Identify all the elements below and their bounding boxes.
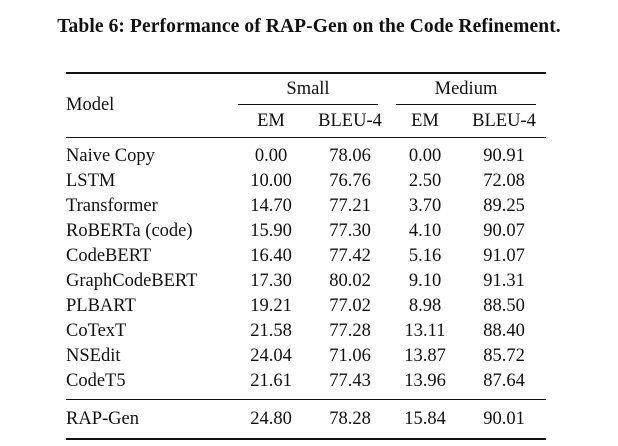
model-column-header: Model (66, 95, 115, 115)
model-name: CodeT5 (66, 371, 126, 391)
model-name: CodeBERT (66, 246, 152, 266)
value-small-bleu4: 77.30 (329, 221, 371, 241)
value-medium-bleu4: 85.72 (483, 346, 525, 366)
value-small-bleu4: 77.43 (329, 371, 371, 391)
model-name: CoTexT (66, 321, 127, 341)
value-medium-bleu4: 90.01 (483, 409, 525, 429)
value-small-bleu4: 77.42 (329, 246, 371, 266)
value-small-em: 17.30 (250, 271, 292, 291)
value-medium-em: 5.16 (408, 246, 442, 266)
table-row: GraphCodeBERT 17.30 80.02 9.10 91.31 (66, 269, 546, 294)
value-medium-bleu4: 89.25 (483, 196, 525, 216)
value-small-bleu4: 71.06 (329, 346, 371, 366)
value-medium-em: 3.70 (408, 196, 442, 216)
value-small-bleu4: 77.21 (329, 196, 371, 216)
model-name: GraphCodeBERT (66, 271, 198, 291)
group-header-medium-label: Medium (396, 74, 536, 105)
table-caption: Table 6: Performance of RAP-Gen on the C… (57, 16, 561, 37)
value-small-bleu4: 76.76 (329, 171, 371, 191)
value-small-em: 21.58 (250, 321, 292, 341)
value-medium-bleu4: 90.07 (483, 221, 525, 241)
value-small-bleu4: 80.02 (329, 271, 371, 291)
table-row-rap-gen: RAP-Gen 24.80 78.28 15.84 90.01 (66, 399, 546, 439)
value-small-em: 10.00 (250, 171, 292, 191)
value-small-em: 0.00 (254, 146, 288, 166)
results-table: Model Small Medium EM BLEU-4 EM BLEU-4 N… (66, 72, 546, 440)
table-header: Model Small Medium EM BLEU-4 EM BLEU-4 (66, 73, 546, 138)
value-medium-em: 2.50 (408, 171, 442, 191)
table-row: PLBART 19.21 77.02 8.98 88.50 (66, 294, 546, 319)
value-medium-em: 4.10 (408, 221, 442, 241)
value-small-em: 24.80 (250, 409, 292, 429)
group-header-small: Small (230, 73, 388, 105)
value-medium-em: 15.84 (404, 409, 446, 429)
model-name: Naive Copy (66, 146, 155, 166)
value-small-em: 16.40 (250, 246, 292, 266)
table-row: Naive Copy 0.00 78.06 0.00 90.91 (66, 137, 546, 170)
table-row: CodeBERT 16.40 77.42 5.16 91.07 (66, 244, 546, 269)
model-name: RoBERTa (code) (66, 221, 193, 241)
value-medium-bleu4: 91.07 (483, 246, 525, 266)
table-row: NSEdit 24.04 71.06 13.87 85.72 (66, 344, 546, 369)
table-row: Transformer 14.70 77.21 3.70 89.25 (66, 194, 546, 219)
model-name: PLBART (66, 296, 136, 316)
table-row: LSTM 10.00 76.76 2.50 72.08 (66, 169, 546, 194)
subheader-medium-em: EM (411, 110, 439, 131)
value-small-em: 24.04 (250, 346, 292, 366)
value-medium-em: 13.87 (404, 346, 446, 366)
value-medium-bleu4: 88.50 (483, 296, 525, 316)
value-small-em: 15.90 (250, 221, 292, 241)
value-medium-em: 13.96 (404, 371, 446, 391)
value-medium-em: 0.00 (408, 146, 442, 166)
value-medium-bleu4: 88.40 (483, 321, 525, 341)
subheader-small-em: EM (257, 110, 285, 131)
table-row: RoBERTa (code) 15.90 77.30 4.10 90.07 (66, 219, 546, 244)
table-row: CoTexT 21.58 77.28 13.11 88.40 (66, 319, 546, 344)
value-small-bleu4: 78.06 (329, 146, 371, 166)
table-body: Naive Copy 0.00 78.06 0.00 90.91 LSTM 10… (66, 137, 546, 400)
model-name: Transformer (66, 196, 158, 216)
value-medium-bleu4: 72.08 (483, 171, 525, 191)
value-medium-bleu4: 87.64 (483, 371, 525, 391)
group-header-medium: Medium (388, 73, 546, 105)
value-small-em: 21.61 (250, 371, 292, 391)
value-small-bleu4: 77.02 (329, 296, 371, 316)
value-medium-em: 9.10 (408, 271, 442, 291)
value-small-em: 14.70 (250, 196, 292, 216)
value-small-bleu4: 78.28 (329, 409, 371, 429)
value-medium-bleu4: 91.31 (483, 271, 525, 291)
model-name: RAP-Gen (66, 409, 139, 429)
value-medium-em: 13.11 (404, 321, 446, 341)
value-medium-bleu4: 90.91 (483, 146, 525, 166)
model-name: NSEdit (66, 346, 121, 366)
table-final-section: RAP-Gen 24.80 78.28 15.84 90.01 (66, 399, 546, 439)
value-small-bleu4: 77.28 (329, 321, 371, 341)
value-medium-em: 8.98 (408, 296, 442, 316)
table-row: CodeT5 21.61 77.43 13.96 87.64 (66, 369, 546, 400)
subheader-small-bleu4: BLEU-4 (318, 110, 382, 131)
value-small-em: 19.21 (250, 296, 292, 316)
group-header-small-label: Small (238, 74, 378, 105)
model-name: LSTM (66, 171, 116, 191)
subheader-medium-bleu4: BLEU-4 (472, 110, 536, 131)
